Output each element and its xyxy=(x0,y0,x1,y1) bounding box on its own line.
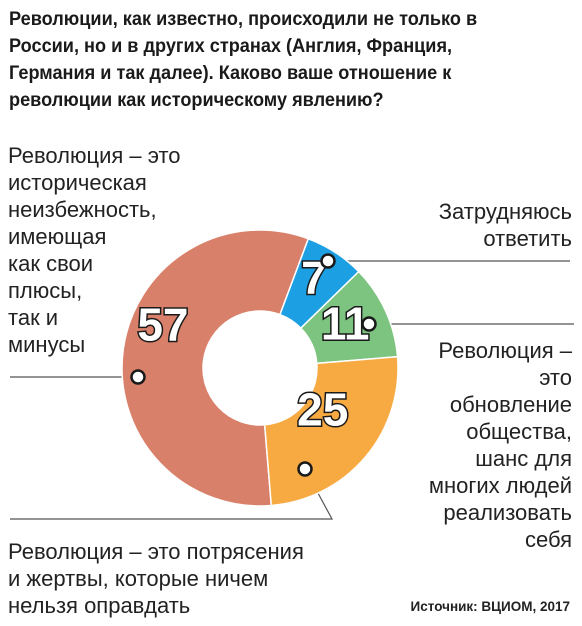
marker-hard-to-say xyxy=(320,253,336,269)
label-upheaval: Революция – это потрясения и жертвы, кот… xyxy=(8,539,304,618)
marker-upheaval xyxy=(297,461,313,477)
slice-inevitability xyxy=(121,229,310,507)
label-hard-to-say: Затрудняюсь ответить xyxy=(438,199,572,251)
value-inevitability: 57 xyxy=(137,299,188,351)
marker-inevitability xyxy=(130,369,146,385)
label-renewal: Революция – это обновление общества, шан… xyxy=(428,338,572,552)
marker-renewal xyxy=(361,316,377,332)
source-note: Источник: ВЦИОМ, 2017 xyxy=(410,599,570,614)
value-upheaval: 25 xyxy=(297,383,348,435)
label-inevitability: Революция – это историческая неизбежност… xyxy=(8,143,181,357)
chart-title: Революции, как известно, происходили не … xyxy=(9,8,478,111)
